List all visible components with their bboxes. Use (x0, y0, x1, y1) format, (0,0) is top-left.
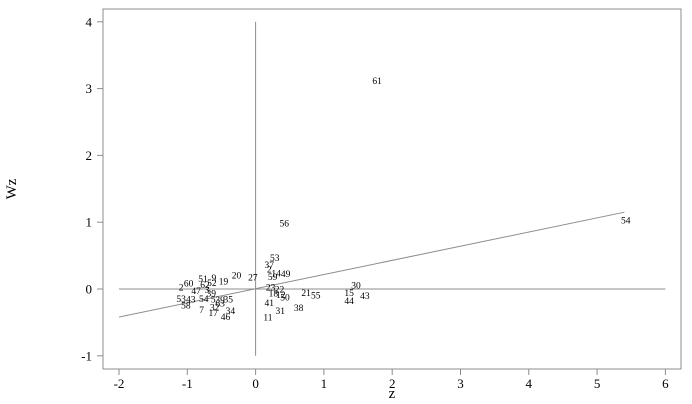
data-point-label: 39 (206, 290, 216, 300)
x-tick-label: 1 (321, 376, 328, 391)
data-point-label: 51 (198, 275, 208, 285)
data-point-label: 39 (215, 296, 225, 306)
data-point-label: 19 (219, 277, 229, 287)
data-point-label: 30 (351, 281, 361, 291)
fit-line-layer (118, 211, 625, 318)
data-point-label: 31 (275, 307, 285, 317)
data-point-label: 11 (263, 314, 272, 324)
x-tick-label: 6 (662, 376, 669, 391)
x-tick-label: 3 (457, 376, 464, 391)
x-tick-label: -1 (182, 376, 193, 391)
x-axis-title: z (389, 386, 396, 402)
y-axis-title: Wz (4, 178, 20, 199)
y-tick-label: 1 (86, 215, 93, 230)
data-point-label: 55 (311, 292, 321, 302)
y-tick-label: 4 (86, 14, 93, 29)
data-point-label: 46 (221, 313, 231, 323)
x-tick-label: -2 (114, 376, 125, 391)
data-point-label: 50 (280, 294, 290, 304)
data-point-label: 53 (176, 295, 186, 305)
y-tick-label: 0 (86, 282, 93, 297)
data-point-label: 15 (344, 289, 354, 299)
data-point-label: 43 (186, 296, 196, 306)
data-point-label: 2 (179, 283, 184, 293)
fit-line (118, 211, 625, 318)
data-point-label: 22 (275, 286, 285, 296)
data-point-label: 63 (215, 300, 225, 310)
data-point-label: 20 (232, 271, 242, 281)
data-point-label: 14 (271, 269, 281, 279)
plot-frame (102, 8, 682, 370)
x-tick-label: 4 (526, 376, 533, 391)
data-point-label: 54 (199, 295, 209, 305)
data-point-label: 62 (200, 281, 210, 291)
data-point-label: 59 (268, 273, 278, 283)
data-point-label: 47 (191, 287, 201, 297)
data-point-label: 56 (280, 219, 290, 229)
data-point-label: 32 (210, 304, 220, 314)
y-axis-ticks: -1 0 1 2 3 4 (81, 14, 103, 363)
data-point-label: 43 (360, 292, 370, 302)
reference-lines-layer (119, 21, 666, 356)
data-point-label: 35 (224, 296, 234, 306)
y-tick-label: -1 (81, 348, 92, 363)
data-point-label: 7 (199, 306, 204, 316)
data-point-label: 60 (184, 279, 194, 289)
data-point-label: 18 (269, 290, 279, 300)
data-point-label: 17 (209, 309, 219, 319)
data-point-label: 41 (265, 299, 275, 309)
data-point-label: 3 (205, 286, 210, 296)
data-point-label: 54 (621, 217, 631, 227)
data-point-label: 12 (276, 291, 286, 301)
data-point-label: 23 (266, 283, 276, 293)
data-point-label: 21 (301, 289, 311, 299)
x-tick-label: 2 (389, 376, 396, 391)
x-tick-label: 0 (252, 376, 259, 391)
data-point-label: 53 (270, 254, 280, 264)
y-tick-label: 3 (86, 81, 93, 96)
x-axis-ticks: -2 -1 0 1 2 3 4 5 6 (114, 369, 669, 391)
data-point-label: 52 (207, 279, 217, 289)
data-point-label: 2 (267, 265, 272, 275)
data-point-label: 44 (344, 297, 354, 307)
data-point-label: 5 (211, 296, 216, 306)
x-tick-label: 5 (594, 376, 601, 391)
data-point-label: 38 (294, 304, 304, 314)
y-tick-label: 2 (86, 148, 93, 163)
data-point-label: 49 (281, 270, 291, 280)
data-point-label: 37 (265, 261, 275, 271)
data-point-label: 61 (372, 77, 382, 87)
data-point-label: 27 (248, 273, 258, 283)
data-point-label: 34 (226, 307, 236, 317)
data-point-label: 9 (212, 274, 217, 284)
data-point-label: 58 (181, 302, 191, 312)
